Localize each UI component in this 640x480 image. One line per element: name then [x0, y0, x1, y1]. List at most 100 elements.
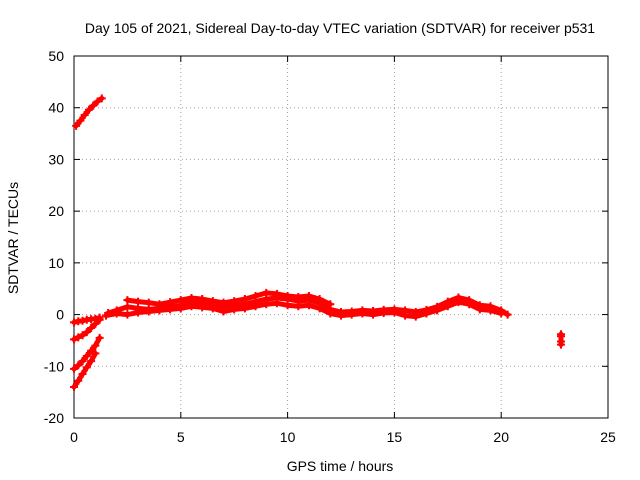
data-point [272, 289, 281, 298]
series-early-high [72, 94, 106, 130]
data-point [187, 294, 196, 303]
data-point [219, 298, 228, 307]
data-point [102, 311, 111, 320]
data-point [70, 364, 78, 373]
data-point [304, 291, 313, 300]
data-point [294, 302, 303, 311]
data-point [87, 357, 96, 366]
y-tick-label: -10 [44, 358, 64, 374]
data-point [176, 304, 185, 313]
data-point [166, 305, 175, 314]
y-tick-label: 0 [56, 307, 64, 323]
series-early-minus10 [70, 333, 104, 373]
data-point [70, 382, 78, 391]
data-point [240, 304, 249, 313]
data-point [326, 300, 335, 309]
grid-lines [74, 56, 608, 418]
data-point [87, 346, 96, 355]
data-point [262, 288, 271, 297]
data-point [155, 306, 164, 315]
data-point [78, 316, 87, 325]
data-point [144, 307, 153, 316]
data-point [283, 301, 292, 310]
data-point [475, 305, 484, 314]
data-point [112, 309, 121, 318]
data-point [390, 308, 399, 317]
data-point [294, 292, 303, 301]
y-tick-label: 30 [48, 151, 64, 167]
data-point [187, 302, 196, 311]
data-point [401, 311, 410, 320]
data-point [123, 296, 132, 305]
tick-labels: 0 5 10 15 20 25 -20 -10 0 10 20 30 40 50 [44, 48, 616, 445]
series-main-upper [123, 288, 335, 309]
y-tick-label: 10 [48, 255, 64, 271]
data-point [422, 309, 431, 318]
data-point [557, 340, 566, 349]
data-point [95, 333, 104, 342]
data-point [176, 296, 185, 305]
data-point [433, 306, 442, 315]
data-point [230, 297, 239, 306]
data-point [240, 295, 249, 304]
data-point [208, 304, 217, 313]
data-point [369, 310, 378, 319]
data-point [503, 310, 512, 319]
data-point [326, 309, 335, 318]
y-tick-label: 40 [48, 100, 64, 116]
data-point [465, 300, 474, 309]
data-point [91, 319, 100, 328]
data-point [74, 333, 83, 342]
x-tick-label: 25 [600, 429, 616, 445]
data-point [123, 310, 132, 319]
y-tick-label: 50 [48, 48, 64, 64]
data-point [80, 110, 89, 119]
series-early-minus5 [70, 315, 104, 344]
data-point [78, 370, 87, 379]
plot-frame [73, 55, 609, 419]
x-tick-label: 15 [387, 429, 403, 445]
data-point [78, 357, 87, 366]
data-point [144, 298, 153, 307]
data-point [304, 301, 313, 310]
data-point [454, 298, 463, 307]
data-point [93, 97, 102, 106]
data-point [208, 297, 217, 306]
data-point [198, 295, 207, 304]
data-point [283, 291, 292, 300]
data-point [97, 94, 106, 103]
data-point [70, 318, 78, 327]
data-point [272, 299, 281, 308]
data-point [315, 295, 324, 304]
data-point [91, 349, 100, 358]
data-point [262, 300, 271, 309]
data-point [134, 308, 143, 317]
series-late [557, 330, 566, 349]
data-point [230, 305, 239, 314]
series-early-minus14 [70, 349, 100, 391]
y-tick-label: -20 [44, 410, 64, 426]
data-point [87, 324, 96, 333]
data-point [95, 315, 104, 324]
x-axis-label: GPS time / hours [287, 458, 394, 474]
data-point [486, 306, 495, 315]
data-point [82, 328, 91, 337]
data-point [411, 312, 420, 321]
data-point [72, 121, 81, 130]
y-tick-label: 20 [48, 203, 64, 219]
data-point [123, 302, 132, 311]
data-point [76, 116, 85, 125]
data-point [74, 376, 83, 385]
data-point [379, 309, 388, 318]
data-point [82, 351, 91, 360]
data-point [89, 101, 98, 110]
data-point [198, 303, 207, 312]
data-point [219, 307, 228, 316]
data-point [134, 297, 143, 306]
data-point [91, 341, 100, 350]
data-point [78, 331, 87, 340]
data-point [84, 105, 93, 114]
data-point [74, 361, 83, 370]
